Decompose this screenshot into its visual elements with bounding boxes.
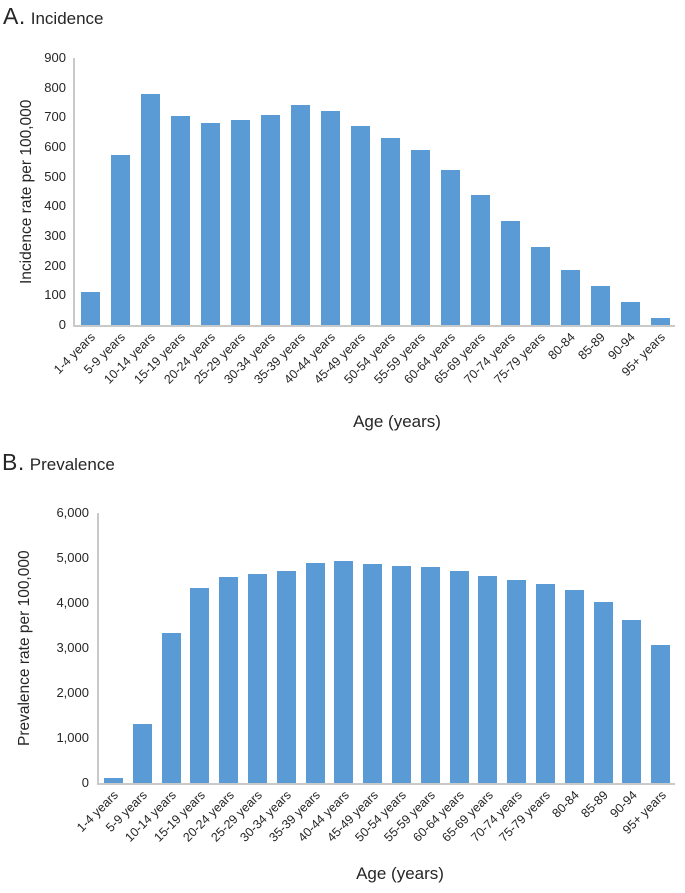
y-tick-label: 2,000: [56, 685, 89, 700]
bar-prevalence-25-29 years: [247, 574, 267, 783]
y-tick-label: 900: [44, 50, 66, 65]
bar-incidence-35-39 years: [290, 105, 310, 325]
y-tick-label: 100: [44, 287, 66, 303]
bar-incidence-10-14 years: [140, 94, 160, 325]
y-tick-label: 200: [44, 257, 66, 273]
bar-incidence-15-19 years: [170, 116, 190, 325]
bar-prevalence-45-49 years: [363, 564, 383, 783]
y-tick-label: 1,000: [56, 730, 89, 745]
bar-prevalence-65-69 years: [478, 576, 498, 783]
bar-incidence-5-9 years: [110, 155, 130, 325]
bar-prevalence-30-34 years: [276, 571, 296, 783]
y-tick-label: 0: [81, 775, 89, 790]
bar-prevalence-70-74 years: [507, 580, 527, 783]
bar-prevalence-20-24 years: [219, 577, 239, 783]
bar-prevalence-75-79 years: [535, 584, 555, 783]
y-tick-label: 3,000: [56, 640, 89, 655]
panel-b-title: Prevalence: [29, 455, 115, 474]
panel-b-header: B. Prevalence: [2, 449, 115, 476]
y-tick-label: 300: [44, 228, 66, 243]
bar-prevalence-15-19 years: [190, 588, 210, 783]
bar-incidence-50-54 years: [380, 138, 400, 325]
bar-prevalence-5-9 years: [132, 724, 152, 783]
bar-incidence-85-89: [590, 286, 610, 325]
bar-prevalence-60-64 years: [449, 571, 469, 783]
bar-prevalence-1-4 years: [103, 778, 123, 783]
bar-incidence-80-84: [560, 270, 580, 325]
bar-incidence-55-59 years: [410, 150, 430, 325]
bar-incidence-60-64 years: [440, 170, 460, 325]
y-tick-label: 500: [44, 168, 66, 184]
bar-prevalence-95+ years: [651, 645, 671, 783]
bar-incidence-40-44 years: [320, 111, 340, 325]
y-tick-label: 0: [58, 317, 66, 332]
bar-incidence-25-29 years: [230, 120, 250, 325]
bar-prevalence-80-84: [564, 590, 584, 783]
bar-prevalence-55-59 years: [420, 567, 440, 783]
y-tick-label: 4,000: [56, 595, 89, 610]
panel-a-header: A. Incidence: [3, 3, 104, 30]
panel-a-title: Incidence: [30, 9, 104, 28]
panel-a-y-axis-label: Incidence rate per 100,000: [18, 99, 35, 284]
panel-a-letter: A.: [3, 3, 26, 29]
bar-incidence-20-24 years: [200, 123, 220, 325]
bar-incidence-45-49 years: [350, 126, 370, 325]
bar-prevalence-90-94: [622, 620, 642, 783]
bar-incidence-30-34 years: [260, 115, 280, 325]
y-tick-label: 6,000: [56, 505, 89, 520]
bar-incidence-90-94: [620, 302, 640, 325]
bar-incidence-75-79 years: [530, 247, 550, 325]
bar-prevalence-35-39 years: [305, 563, 325, 783]
y-tick-label: 700: [44, 109, 66, 125]
panel-a-plot-area: [73, 58, 675, 327]
y-tick-label: 400: [44, 198, 66, 214]
panel-b-plot-area: [97, 513, 675, 785]
y-tick-label: 600: [44, 139, 66, 154]
y-tick-label: 800: [44, 79, 66, 95]
panel-b-x-axis-label: Age (years): [356, 864, 444, 883]
bar-prevalence-85-89: [593, 602, 613, 783]
bar-prevalence-50-54 years: [391, 566, 411, 783]
panel-b-letter: B.: [2, 449, 25, 475]
bar-incidence-70-74 years: [500, 221, 520, 325]
bar-prevalence-10-14 years: [161, 633, 181, 783]
bar-incidence-95+ years: [650, 318, 670, 325]
bar-incidence-65-69 years: [470, 195, 490, 325]
bar-prevalence-40-44 years: [334, 561, 354, 783]
panel-a-x-axis-label: Age (years): [353, 412, 441, 431]
bar-incidence-1-4 years: [80, 292, 100, 325]
y-tick-label: 5,000: [56, 550, 89, 565]
